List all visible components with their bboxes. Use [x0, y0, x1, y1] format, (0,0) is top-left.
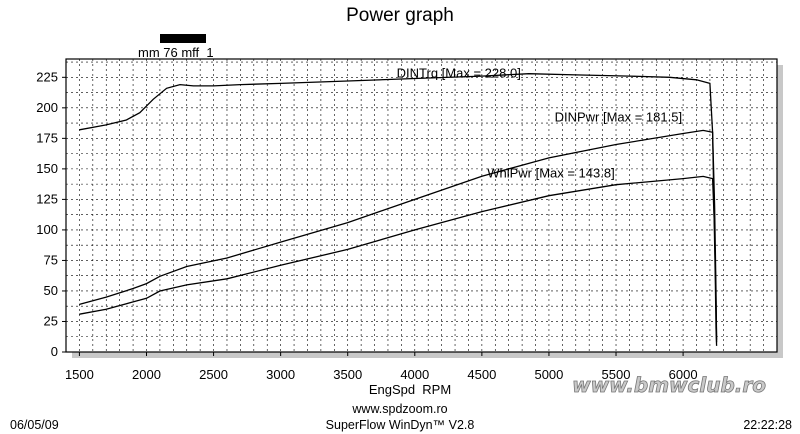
watermark-text: www.bmwclub.ro [572, 373, 766, 397]
series-layer [79, 73, 718, 346]
series-annotations: DINTrq [Max = 228.0] DINPwr [Max = 181.5]… [397, 66, 682, 181]
plot-area [65, 58, 778, 353]
x-tick-label: 3000 [266, 367, 295, 382]
x-tick-label: 2000 [132, 367, 161, 382]
x-tick-label: 4500 [467, 367, 496, 382]
x-tick-labels: 1500 2000 2500 3000 3500 4000 4500 5000 5500 6000 [65, 352, 698, 382]
y-tick-label: 150 [36, 161, 58, 176]
x-tick-label: 4000 [400, 367, 429, 382]
footer-website: www.spdzoom.ro [351, 402, 447, 416]
x-axis-label: EngSpd RPM [369, 382, 451, 397]
y-tick-label: 100 [36, 222, 58, 237]
y-tick-label: 50 [44, 283, 58, 298]
chart-title: Power graph [346, 5, 454, 26]
x-tick-label: 5500 [602, 367, 631, 382]
y-tick-label: 125 [36, 191, 58, 206]
y-tick-label: 200 [36, 100, 58, 115]
annotation-dintrq: DINTrq [Max = 228.0] [397, 66, 521, 81]
footer-date: 06/05/09 [10, 418, 59, 432]
annotation-dinpwr: DINPwr [Max = 181.5] [555, 109, 683, 124]
x-tick-label: 5000 [534, 367, 563, 382]
footer-software: SuperFlow WinDyn™ V2.8 [326, 418, 475, 432]
y-tick-label: 225 [36, 69, 58, 84]
footer-time: 22:22:28 [743, 418, 792, 432]
y-tick-label: 75 [44, 252, 58, 267]
x-tick-label: 1500 [65, 367, 94, 382]
legend-swatch [160, 34, 206, 43]
grid-layer [65, 59, 777, 352]
y-tick-label: 25 [44, 313, 58, 328]
y-tick-label: 0 [51, 344, 58, 359]
x-tick-label: 2500 [199, 367, 228, 382]
series-line-whlpwr [79, 175, 718, 343]
x-tick-label: 3500 [333, 367, 362, 382]
y-tick-labels: 0 25 50 75 100 125 150 175 200 225 [36, 69, 66, 359]
series-line-dinpwr [79, 129, 718, 340]
annotation-whlpwr: WhlPwr [Max = 143.8] [487, 166, 615, 181]
x-tick-label: 6000 [669, 367, 698, 382]
y-tick-label: 175 [36, 130, 58, 145]
legend-label: mm 76 mff_1 [138, 45, 214, 60]
